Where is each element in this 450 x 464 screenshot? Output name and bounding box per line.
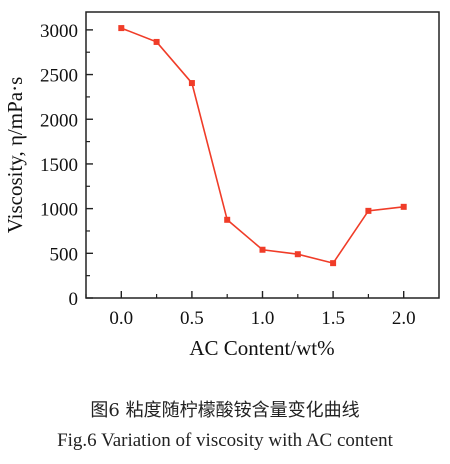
plot-frame <box>85 11 440 299</box>
data-point <box>330 260 337 267</box>
y-axis-ticks: 0 500 1000 1500 2000 2500 3000 <box>40 21 93 310</box>
y-axis-title: Viscosity, η/mPa·s <box>3 77 27 234</box>
y-tick-label: 3000 <box>40 21 78 42</box>
series-line <box>121 27 404 265</box>
data-point <box>400 203 407 210</box>
figure-caption-english: Fig.6 Variation of viscosity with AC con… <box>57 430 393 451</box>
x-tick-label: 1.5 <box>321 308 345 329</box>
data-point <box>224 216 231 223</box>
x-tick-label: 0.5 <box>180 308 204 329</box>
x-tick-label: 0.0 <box>109 308 133 329</box>
data-point <box>188 80 195 87</box>
figure-caption-chinese: 图6 粘度随柠檬酸铵含量变化曲线 <box>90 400 360 421</box>
y-tick-label: 1000 <box>40 200 78 221</box>
x-tick-label: 2.0 <box>392 308 416 329</box>
data-point <box>365 207 372 214</box>
y-tick-label: 2500 <box>40 66 78 87</box>
y-tick-label: 2000 <box>40 110 78 131</box>
y-tick-label: 500 <box>50 244 79 265</box>
data-point <box>294 251 301 258</box>
data-point <box>118 25 125 32</box>
data-point <box>153 38 160 45</box>
x-axis-title: AC Content/wt% <box>189 336 334 360</box>
x-axis-ticks: 0.0 0.5 1.0 1.5 2.0 <box>85 291 416 329</box>
x-tick-label: 1.0 <box>251 308 275 329</box>
y-tick-label: 0 <box>69 289 79 310</box>
data-markers <box>118 25 407 267</box>
data-point <box>259 246 266 253</box>
y-tick-label: 1500 <box>40 155 78 176</box>
